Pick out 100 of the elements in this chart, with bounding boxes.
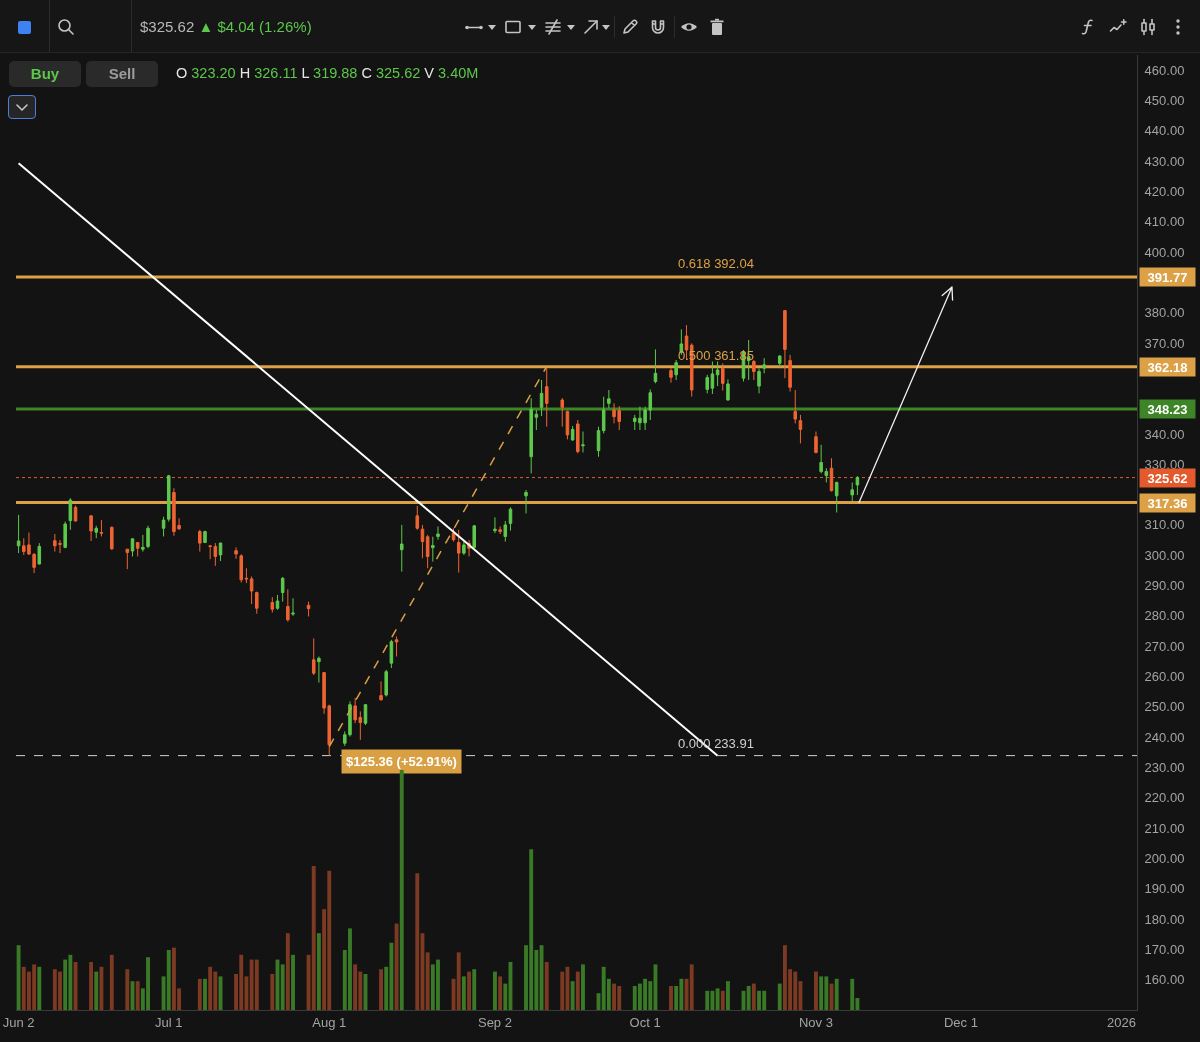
candlestick [135, 542, 140, 557]
bar [37, 966, 42, 1010]
candlestick [850, 481, 854, 503]
candlestick [270, 596, 275, 614]
bar [425, 952, 430, 1010]
bar [570, 981, 575, 1010]
candlestick [777, 354, 782, 369]
candlestick [596, 426, 601, 458]
y-tick-label: 330.00 [1144, 456, 1185, 472]
bar [109, 954, 114, 1010]
bar [493, 971, 497, 1010]
candlestick [726, 378, 730, 402]
y-tick-label: 300.00 [1144, 547, 1185, 563]
y-tick-label: 310.00 [1144, 517, 1185, 533]
bar [498, 976, 503, 1010]
y-tick-label: 370.00 [1144, 335, 1185, 351]
candlestick [793, 389, 798, 424]
candlestick [275, 594, 280, 611]
bar [394, 923, 399, 1010]
candlestick [311, 637, 316, 676]
candlestick [68, 497, 73, 531]
bar [503, 983, 508, 1010]
bar [399, 770, 404, 1010]
candlestick [431, 536, 435, 563]
bar [415, 873, 420, 1010]
candlestick [576, 419, 580, 454]
bar [379, 969, 383, 1010]
y-tick-label: 180.00 [1144, 911, 1185, 927]
candlestick [524, 489, 528, 514]
candlestick [601, 396, 606, 434]
bar [814, 971, 818, 1010]
candlestick [280, 576, 285, 603]
x-tick-label: Aug 1 [312, 1014, 347, 1030]
bar [270, 974, 275, 1010]
bar [705, 990, 710, 1010]
candlestick [814, 431, 818, 454]
candlestick [89, 514, 93, 542]
candlestick [146, 525, 150, 549]
ref-line-label: 348.23 [1147, 401, 1188, 417]
y-tick-label: 230.00 [1144, 760, 1185, 776]
candlestick [125, 548, 130, 570]
candlestick [783, 309, 787, 379]
y-tick-label: 420.00 [1144, 183, 1185, 199]
bar [99, 966, 104, 1010]
candlestick [498, 525, 502, 535]
y-tick-label: 220.00 [1144, 790, 1185, 806]
series-label: $125.36 (+52.91%) [346, 754, 457, 769]
bar [581, 964, 585, 1010]
bar [94, 971, 99, 1010]
candlestick [249, 575, 254, 605]
bar [467, 971, 471, 1010]
bar [715, 988, 720, 1010]
bar [166, 950, 171, 1010]
x-tick-label: Jun 2 [2, 1014, 35, 1030]
bar [254, 959, 259, 1010]
candlestick [798, 414, 803, 444]
bar [726, 981, 730, 1010]
candlestick [653, 348, 658, 384]
y-tick-label: 210.00 [1144, 820, 1185, 836]
candlestick [394, 635, 399, 657]
y-tick-label: 240.00 [1144, 729, 1185, 745]
candlestick [503, 520, 508, 543]
candlestick [389, 639, 394, 669]
y-tick-label: 260.00 [1144, 669, 1185, 685]
bar [203, 978, 207, 1010]
bar [461, 976, 466, 1010]
candlestick [286, 588, 290, 623]
candlestick [130, 537, 135, 557]
bar [135, 981, 140, 1010]
bar [316, 933, 321, 1010]
candlestick [560, 397, 565, 428]
x-tick-label: Nov 3 [798, 1014, 833, 1030]
candlestick [456, 529, 461, 574]
candlestick [63, 521, 67, 549]
bar [834, 978, 839, 1010]
candlestick [508, 506, 513, 532]
candlestick [399, 524, 404, 573]
bar [544, 962, 549, 1010]
bar [746, 986, 751, 1010]
y-tick-label: 200.00 [1144, 850, 1185, 866]
y-tick-label: 440.00 [1144, 123, 1185, 139]
candlestick [705, 374, 710, 394]
candlestick [788, 354, 792, 393]
candlestick [379, 680, 383, 701]
bar [125, 969, 130, 1010]
bar [353, 964, 358, 1010]
y-tick-label: 410.00 [1144, 214, 1185, 230]
candlestick [234, 546, 238, 560]
y-tick-label: 460.00 [1144, 62, 1185, 78]
x-tick-label: Jul 1 [155, 1014, 183, 1030]
y-tick-label: 160.00 [1144, 972, 1185, 988]
candlestick [291, 597, 295, 617]
bar [669, 986, 673, 1010]
x-tick-label: Dec 1 [943, 1014, 978, 1030]
candlestick [436, 525, 440, 541]
bar [560, 971, 565, 1010]
candlestick [16, 514, 21, 554]
bar [777, 983, 782, 1010]
bar [472, 969, 477, 1010]
ref-line-label: 362.18 [1147, 359, 1188, 375]
